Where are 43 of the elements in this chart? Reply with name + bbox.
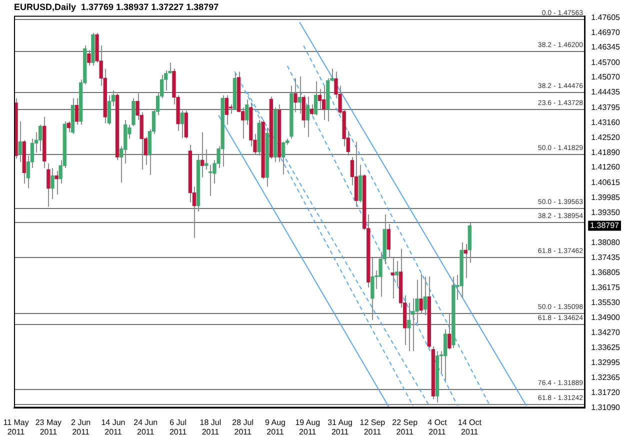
y-tick-label: 1.45070 xyxy=(591,72,621,82)
x-tick-label: 24 Jun 2011 xyxy=(134,418,158,436)
y-tick-label: 1.38080 xyxy=(591,238,621,247)
y-tick-label: 1.46970 xyxy=(591,28,621,37)
y-tick-label: 1.33625 xyxy=(591,343,621,352)
x-tick-label: 4 Oct 2011 xyxy=(428,418,448,436)
y-tick-label: 1.32365 xyxy=(591,372,621,382)
x-tick-label: 11 May 2011 xyxy=(3,418,29,436)
y-tick-label: 1.42520 xyxy=(591,132,621,142)
x-tick-label: 18 Jul 2011 xyxy=(200,418,222,436)
x-tick-label: 19 Aug 2011 xyxy=(295,418,320,436)
chart-title: EURUSD,Daily 1.37769 1.38937 1.37227 1.38797 xyxy=(14,2,219,12)
y-tick-label: 1.39985 xyxy=(591,192,621,202)
y-tick-label: 1.41260 xyxy=(591,162,621,172)
x-tick-label: 12 Sep 2011 xyxy=(360,418,386,436)
y-tick-label: 1.43795 xyxy=(591,102,621,112)
y-tick-label: 1.44435 xyxy=(591,88,621,97)
x-tick-label: 23 May 2011 xyxy=(35,418,62,436)
y-tick-label: 1.37435 xyxy=(591,253,621,262)
x-tick-label: 14 Oct 2011 xyxy=(458,418,482,436)
x-tick-label: 31 Aug 2011 xyxy=(328,418,353,436)
y-tick-label: 1.39350 xyxy=(591,208,621,217)
y-tick-label: 1.34270 xyxy=(591,328,621,337)
y-tick-label: 1.31090 xyxy=(591,403,621,412)
y-tick-label: 1.41890 xyxy=(591,148,621,157)
y-tick-label: 1.35530 xyxy=(591,298,621,308)
x-tick-label: 28 Jul 2011 xyxy=(232,418,254,436)
x-tick-label: 14 Jun 2011 xyxy=(101,418,126,436)
y-tick-label: 1.36175 xyxy=(591,282,621,292)
y-tick-label: 1.45700 xyxy=(591,58,621,67)
x-tick-label: 6 Jul 2011 xyxy=(169,418,188,436)
y-tick-label: 1.43160 xyxy=(591,118,621,127)
y-tick-label: 1.47605 xyxy=(591,12,621,22)
y-tick-label: 1.31720 xyxy=(591,388,621,398)
y-tick-label: 1.34900 xyxy=(591,312,621,322)
x-tick-label: 2 Jun 2011 xyxy=(71,418,91,436)
y-tick-label: 1.40615 xyxy=(591,178,621,187)
y-tick-label: 1.32995 xyxy=(591,358,621,367)
y-tick-label: 1.46345 xyxy=(591,42,621,52)
annotation: 1.38797 xyxy=(590,220,620,230)
x-tick-label: 22 Sep 2011 xyxy=(392,418,418,436)
y-tick-label: 1.36805 xyxy=(591,268,621,277)
x-tick-label: 9 Aug 2011 xyxy=(265,418,286,436)
